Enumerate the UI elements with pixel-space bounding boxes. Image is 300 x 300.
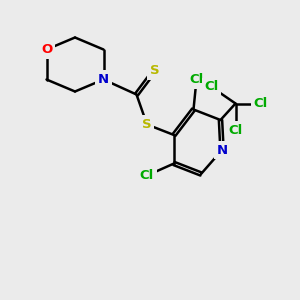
Text: Cl: Cl (189, 73, 204, 86)
Text: Cl: Cl (204, 80, 219, 94)
Text: Cl: Cl (254, 97, 268, 110)
Text: S: S (150, 64, 159, 77)
Text: Cl: Cl (228, 124, 243, 137)
Text: Cl: Cl (140, 169, 154, 182)
Text: O: O (41, 43, 52, 56)
Text: N: N (216, 143, 228, 157)
Text: N: N (98, 73, 109, 86)
Text: S: S (142, 118, 152, 131)
